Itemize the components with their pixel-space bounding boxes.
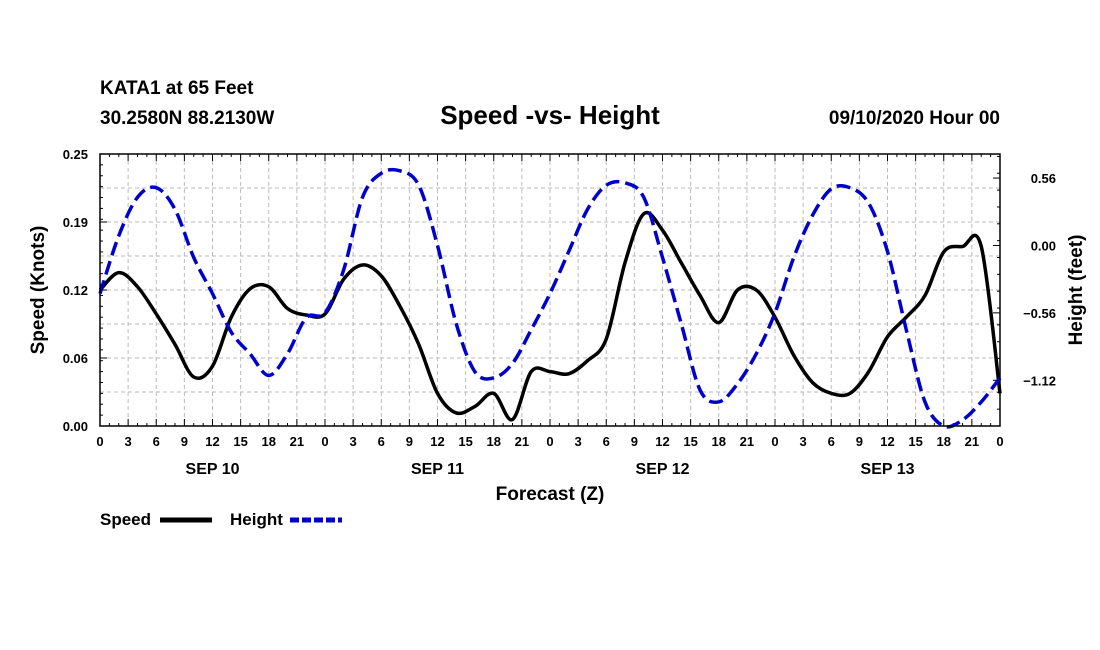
x-tick-label: 6 [603,434,610,449]
x-tick-label: 18 [712,434,726,449]
legend-speed-label: Speed [100,510,151,529]
legend: Speed Height [100,510,342,529]
y2-tick-label: −1.12 [1023,373,1056,388]
station-label: KATA1 at 65 Feet [100,78,254,99]
x-tick-label: 12 [205,434,219,449]
x-tick-label: 9 [856,434,863,449]
x-tick-label: 12 [430,434,444,449]
x-tick-label: 18 [262,434,276,449]
x-tick-label: 6 [153,434,160,449]
x-tick-label: 9 [631,434,638,449]
x-tick-labels: 0 3 6 9 12 15 18 21 0 3 6 9 12 15 18 21 0 3 6 9 12 15 18 21 0 3 6 9… [96,434,1003,449]
x-tick-label: 15 [908,434,922,449]
x-tick-label: 0 [546,434,553,449]
x-tick-label: 3 [800,434,807,449]
x-tick-label: 18 [487,434,501,449]
x-tick-label: 3 [125,434,132,449]
y-axis-title: Speed (Knots) [28,226,49,355]
x-tick-label: 12 [655,434,669,449]
speed-series-line [98,210,1002,422]
day-label: SEP 13 [861,461,915,478]
day-label: SEP 12 [636,461,690,478]
chart-title: Speed -vs- Height [440,100,660,130]
y2-tick-label: −0.56 [1023,306,1056,321]
y2-tick-label: 0.56 [1031,171,1056,186]
y-tick-label: 0.19 [63,215,88,230]
x-tick-label: 15 [458,434,472,449]
x-tick-label: 0 [771,434,778,449]
x-tick-label: 21 [290,434,304,449]
x-axis-title: Forecast (Z) [496,484,605,505]
x-tick-label: 21 [965,434,979,449]
height-series-line [98,167,1002,429]
y-tick-label: 0.25 [63,147,88,162]
x-tick-label: 6 [828,434,835,449]
series-lines [98,167,1002,429]
y-tick-label: 0.06 [63,351,88,366]
x-tick-label: 0 [996,434,1003,449]
day-labels: SEP 10 SEP 11 SEP 12 SEP 13 [186,461,915,478]
x-tick-label: 0 [96,434,103,449]
day-label: SEP 10 [186,461,240,478]
x-tick-label: 9 [406,434,413,449]
x-tick-label: 0 [321,434,328,449]
y-tick-label: 0.00 [63,419,88,434]
y2-axis-title: Height (feet) [1066,235,1087,346]
x-tick-label: 15 [683,434,697,449]
day-label: SEP 11 [411,461,464,478]
coords-label: 30.2580N 88.2130W [100,108,274,129]
y-tick-label: 0.12 [63,283,88,298]
y2-tick-labels: 0.56 0.00 −0.56 −1.12 [1023,171,1056,388]
x-tick-label: 3 [575,434,582,449]
y-tick-labels: 0.00 0.06 0.12 0.19 0.25 [63,147,88,434]
x-tick-label: 21 [740,434,754,449]
x-tick-label: 9 [181,434,188,449]
x-tick-label: 3 [350,434,357,449]
x-tick-label: 15 [233,434,247,449]
x-tick-label: 18 [937,434,951,449]
x-tick-label: 12 [880,434,894,449]
date-label: 09/10/2020 Hour 00 [829,108,1000,129]
plot-frame [99,153,1001,427]
x-tick-label: 6 [378,434,385,449]
x-tick-label: 21 [515,434,529,449]
y2-tick-label: 0.00 [1031,238,1056,253]
legend-height-label: Height [230,510,283,529]
